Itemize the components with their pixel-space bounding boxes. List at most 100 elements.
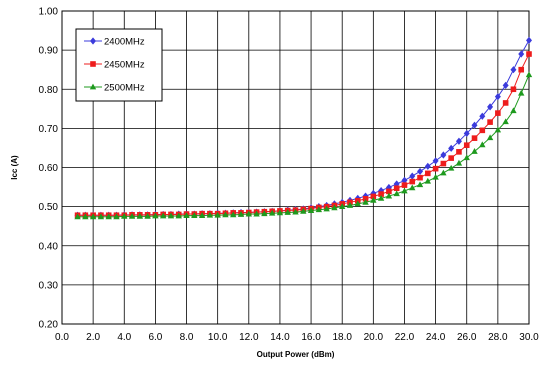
data-point-2450MHz: [409, 178, 416, 185]
data-point-2400MHz: [440, 151, 447, 159]
y-axis-tick-labels: 0.20 0.30 0.40 0.50 0.60 0.70 0.80 0.90 1.00: [39, 7, 59, 331]
x-tick-label: 0.0: [55, 332, 69, 343]
data-point-2450MHz: [370, 193, 377, 200]
x-tick-label: 16.0: [301, 332, 321, 343]
data-point-2500MHz: [237, 211, 245, 217]
data-point-2500MHz: [214, 211, 221, 218]
data-point-2450MHz: [471, 135, 478, 141]
data-point-2400MHz: [448, 144, 455, 152]
data-point-2500MHz: [346, 202, 354, 208]
x-tick-label: 4.0: [117, 332, 131, 343]
data-point-2500MHz: [385, 192, 393, 199]
data-point-2500MHz: [471, 148, 478, 154]
x-tick-label: 24.0: [426, 332, 446, 343]
data-point-2500MHz: [323, 205, 330, 212]
data-point-2500MHz: [362, 198, 369, 205]
y-tick-label: 0.20: [39, 320, 59, 331]
x-tick-label: 30.0: [519, 332, 539, 343]
data-point-2500MHz: [253, 210, 260, 217]
y-tick-label: 0.80: [39, 85, 59, 96]
data-point-2500MHz: [463, 154, 470, 161]
data-point-2500MHz: [510, 107, 517, 114]
data-point-2500MHz: [409, 184, 416, 191]
y-tick-label: 0.70: [39, 124, 59, 135]
data-point-2500MHz: [440, 169, 447, 176]
data-point-2500MHz: [82, 213, 89, 220]
data-point-2400MHz: [494, 93, 501, 101]
data-point-2500MHz: [502, 118, 509, 125]
y-tick-label: 0.50: [39, 202, 59, 213]
y-axis-title: Icc (A): [10, 155, 19, 180]
data-point-2400MHz: [424, 162, 431, 170]
data-point-2400MHz: [409, 172, 416, 180]
data-point-2450MHz: [510, 86, 517, 93]
data-point-2500MHz: [222, 211, 229, 218]
data-point-2400MHz: [518, 50, 525, 58]
data-point-2450MHz: [448, 155, 454, 161]
data-point-2450MHz: [440, 160, 447, 167]
data-point-2500MHz: [113, 213, 120, 220]
data-point-2500MHz: [354, 200, 361, 207]
data-point-2500MHz: [175, 212, 182, 219]
data-point-2450MHz: [487, 119, 493, 125]
data-point-2500MHz: [167, 212, 175, 219]
data-point-2500MHz: [261, 210, 268, 217]
data-series: [74, 36, 533, 220]
data-point-2450MHz: [432, 165, 439, 172]
data-point-2450MHz: [386, 188, 392, 195]
data-point-2500MHz: [377, 195, 385, 201]
data-point-2500MHz: [121, 213, 128, 219]
data-point-2500MHz: [315, 206, 323, 213]
data-point-2500MHz: [300, 207, 307, 214]
x-tick-label: 26.0: [457, 332, 477, 343]
data-point-2400MHz: [417, 167, 424, 176]
legend-item-2400MHz: 2400MHz: [84, 37, 145, 48]
legend-marker: [89, 83, 97, 90]
plot-area-frame: [61, 10, 530, 325]
series-2500MHz: [74, 71, 533, 220]
data-point-2400MHz: [471, 121, 478, 129]
x-tick-label: 28.0: [488, 332, 508, 343]
data-point-2450MHz: [425, 170, 431, 177]
x-tick-label: 2.0: [86, 332, 100, 343]
legend-marker: [90, 37, 96, 45]
y-tick-label: 1.00: [39, 7, 59, 18]
data-point-2400MHz: [487, 103, 494, 111]
data-point-2500MHz: [292, 208, 299, 215]
data-point-2500MHz: [97, 213, 105, 220]
data-point-2500MHz: [525, 71, 533, 78]
data-point-2450MHz: [378, 191, 384, 197]
data-point-2450MHz: [456, 149, 462, 155]
data-point-2500MHz: [136, 213, 144, 219]
data-point-2500MHz: [455, 159, 463, 166]
x-axis-tick-labels: 0.0 2.0 4.0 6.0 8.0 10.0 12.0 14.0 16.0 18.0 20.0 2…: [55, 332, 539, 343]
legend: 2400MHz 2450MHz 2500MHz: [75, 28, 163, 102]
data-point-2500MHz: [447, 164, 455, 171]
legend-label: 2500MHz: [104, 83, 145, 94]
data-point-2500MHz: [284, 209, 291, 215]
data-point-2400MHz: [432, 157, 439, 165]
data-point-2450MHz: [362, 196, 369, 202]
data-point-2400MHz: [401, 176, 408, 185]
legend-item-2450MHz: 2450MHz: [84, 60, 145, 71]
x-tick-label: 18.0: [332, 332, 352, 343]
data-point-2500MHz: [144, 213, 151, 219]
data-point-2500MHz: [198, 212, 206, 219]
legend-item-2500MHz: 2500MHz: [84, 83, 145, 94]
data-point-2450MHz: [417, 174, 423, 181]
x-tick-label: 6.0: [148, 332, 162, 343]
y-tick-label: 0.30: [39, 280, 59, 291]
data-point-2500MHz: [105, 213, 112, 220]
data-point-2500MHz: [432, 173, 439, 180]
data-point-2400MHz: [479, 112, 486, 120]
x-tick-label: 8.0: [180, 332, 194, 343]
data-point-2500MHz: [393, 190, 400, 197]
x-tick-label: 10.0: [208, 332, 228, 343]
x-tick-label: 22.0: [395, 332, 415, 343]
data-point-2500MHz: [159, 212, 167, 219]
x-tick-label: 14.0: [270, 332, 290, 343]
y-tick-label: 0.60: [39, 163, 59, 174]
data-point-2400MHz: [510, 66, 517, 74]
data-point-2500MHz: [230, 211, 237, 218]
